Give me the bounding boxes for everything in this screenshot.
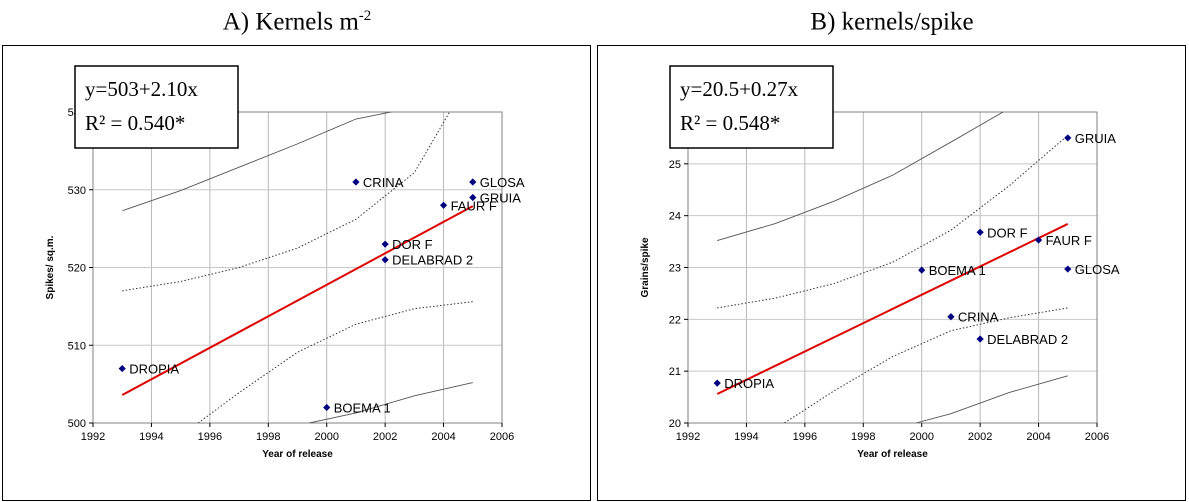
chart-a-title-superscript: -2 (358, 8, 372, 24)
x-tick-label: 1994 (139, 431, 163, 443)
y-tick-label: 530 (68, 185, 86, 197)
data-point-marker (439, 201, 448, 209)
y-axis-title: Spikes/ sq.m. (45, 235, 56, 299)
x-tick-label: 1992 (676, 431, 700, 443)
data-point-label: BOEMA 1 (929, 263, 986, 278)
chart-b-frame: 1992 1994 1996 1998 2000 2002 2004 2006 20 21 22 23… (597, 45, 1186, 501)
data-point-label: DELABRAD 2 (987, 332, 1068, 347)
data-point-marker (918, 266, 926, 274)
y-tick-label: 25 (669, 159, 681, 171)
regression-equation: y=20.5+0.27x (680, 77, 799, 101)
data-point-label: DOR F (987, 225, 1028, 240)
bands-group (122, 112, 473, 423)
x-tick-label: 2006 (490, 431, 514, 443)
data-point-label: DOR F (392, 237, 433, 252)
r-squared-value: R² = 0.548* (680, 111, 780, 135)
data-point-marker (1064, 134, 1072, 142)
data-point-label: GLOSA (480, 175, 525, 190)
r-squared-value: R² = 0.540* (85, 111, 185, 135)
x-axis-title: Year of release (857, 449, 928, 460)
data-point-marker (469, 178, 477, 186)
x-tick-label: 2002 (373, 431, 397, 443)
data-point-marker (118, 364, 126, 373)
prediction-band-line (122, 112, 394, 212)
data-point-label: CRINA (363, 175, 404, 190)
chart-a-frame: 1992 1994 1996 1998 2000 2002 2004 2006 500 510 52… (2, 45, 591, 501)
data-point-label: CRINA (958, 310, 999, 325)
regression-equation: y=503+2.10x (85, 77, 198, 101)
y-tick-label: 500 (68, 418, 86, 430)
y-axis-title: Grains/spike (640, 237, 651, 297)
data-point-label: GRUIA (480, 191, 522, 206)
confidence-band-line (197, 301, 473, 423)
x-tick-label: 1998 (851, 431, 875, 443)
regression-trend-line (716, 223, 1069, 395)
data-point-marker (1064, 265, 1072, 273)
data-point-marker (469, 193, 477, 202)
chart-b-title-text: B) kernels/spike (810, 8, 974, 36)
confidence-band-line (717, 134, 1069, 309)
x-axis-title: Year of release (262, 449, 333, 460)
bands-group (717, 112, 1069, 423)
x-tick-label: 2002 (968, 431, 992, 443)
y-tick-label: 510 (68, 340, 86, 352)
chart-a-plot: 1992 1994 1996 1998 2000 2002 2004 2006 500 510 52… (45, 65, 525, 460)
x-tick-label: 2000 (314, 431, 338, 443)
confidence-band-line (784, 307, 1068, 423)
y-tick-label: 21 (669, 366, 681, 378)
prediction-band-line (915, 375, 1068, 423)
data-point-label: GLOSA (1075, 262, 1120, 277)
data-point-label: FAUR F (1046, 233, 1092, 248)
data-point-marker (976, 228, 984, 236)
chart-a-title: A) Kernels m-2 (0, 8, 594, 36)
data-point-marker (323, 403, 331, 412)
data-point-marker (947, 313, 955, 321)
data-point-label: DROPIA (724, 376, 774, 391)
data-point-marker (1034, 236, 1043, 244)
equation-box (74, 65, 239, 149)
y-tick-label: 20 (669, 418, 681, 430)
x-tick-label: 1994 (734, 431, 758, 443)
x-tick-label: 1996 (198, 431, 222, 443)
x-tick-label: 2006 (1085, 431, 1109, 443)
data-point-marker (713, 379, 721, 387)
data-point-label: GRUIA (1075, 131, 1117, 146)
data-point-label: DROPIA (129, 362, 179, 377)
y-tick-label: 23 (669, 263, 681, 275)
prediction-band-line (717, 112, 1004, 241)
data-point-label: FAUR F (451, 198, 497, 213)
x-tick-label: 2000 (909, 431, 933, 443)
data-point-marker (381, 240, 389, 248)
prediction-band-line (309, 382, 473, 423)
x-tick-label: 1992 (81, 431, 105, 443)
data-point-label: BOEMA 1 (334, 400, 391, 415)
data-point-marker (352, 178, 360, 186)
chart-a-title-text: A) Kernels m (222, 8, 359, 36)
equation-box (669, 65, 834, 149)
data-point-label: DELABRAD 2 (392, 253, 473, 268)
x-tick-label: 2004 (1026, 431, 1050, 443)
data-point-marker (976, 335, 984, 343)
y-tick-label: 24 (669, 211, 681, 223)
x-tick-label: 2004 (431, 431, 455, 443)
chart-b-title: B) kernels/spike (595, 8, 1189, 36)
chart-b-plot: 1992 1994 1996 1998 2000 2002 2004 2006 20 21 22 23… (640, 65, 1120, 460)
data-point-marker (381, 256, 389, 264)
x-tick-label: 1996 (793, 431, 817, 443)
y-tick-label: 520 (68, 263, 86, 275)
x-tick-label: 1998 (256, 431, 280, 443)
y-tick-label: 22 (669, 314, 681, 326)
regression-trend-line (121, 205, 474, 396)
